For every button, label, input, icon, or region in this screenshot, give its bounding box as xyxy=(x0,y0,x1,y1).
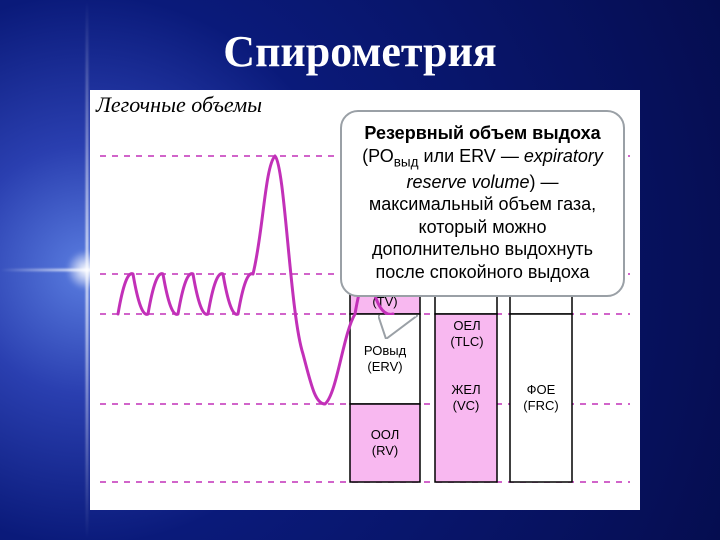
svg-text:(TLC): (TLC) xyxy=(450,334,483,349)
svg-text:ЖЕЛ: ЖЕЛ xyxy=(451,382,480,397)
svg-text:ФОЕ: ФОЕ xyxy=(527,382,556,397)
callout-bubble: Резервный объем выдоха (РОвыд или ERV — … xyxy=(340,110,625,297)
svg-text:(FRC): (FRC) xyxy=(523,398,558,413)
callout-bold: Резервный объем выдоха xyxy=(364,123,600,143)
svg-text:(RV): (RV) xyxy=(372,443,398,458)
slide-title: Спирометрия xyxy=(0,26,720,77)
svg-text:ООЛ: ООЛ xyxy=(371,427,400,442)
callout-sub: выд xyxy=(394,154,419,169)
svg-text:РОвыд: РОвыд xyxy=(364,343,407,358)
svg-text:(VC): (VC) xyxy=(453,398,480,413)
svg-text:ОЕЛ: ОЕЛ xyxy=(453,318,480,333)
callout-p1: (РО xyxy=(362,146,394,166)
callout-p2: или ERV — xyxy=(419,146,524,166)
svg-text:(ERV): (ERV) xyxy=(367,359,402,374)
diagram-panel: Легочные объемы РОвд(IRV)ДО(TV)РОвыд(ERV… xyxy=(90,90,640,510)
